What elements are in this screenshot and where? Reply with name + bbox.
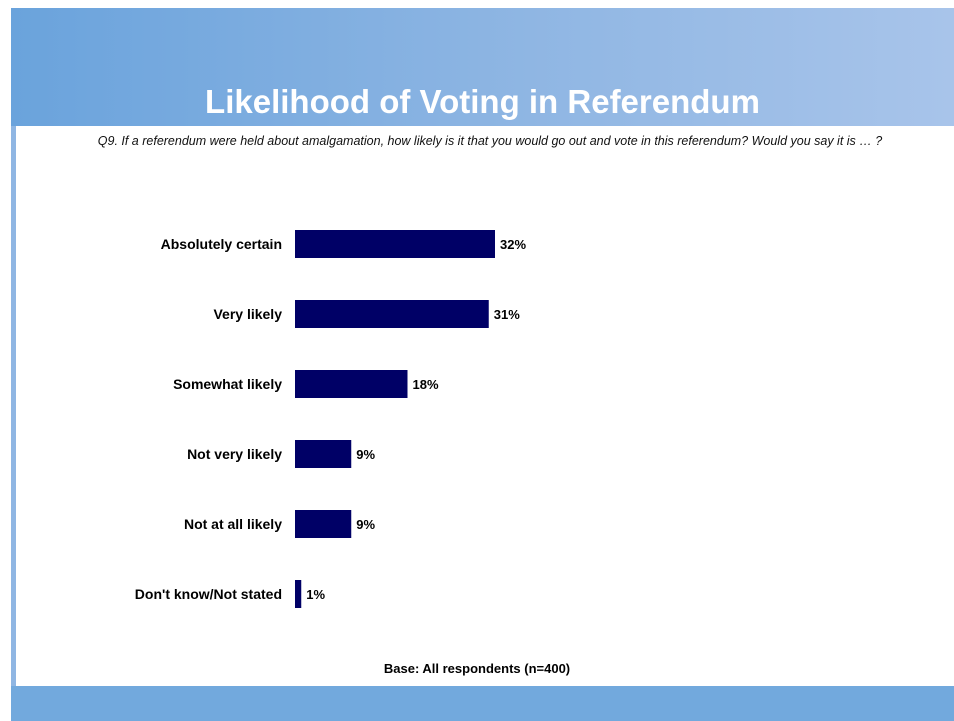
value-label: 9%: [356, 517, 375, 532]
value-label: 32%: [500, 237, 526, 252]
header-banner: Likelihood of Voting in Referendum: [11, 8, 954, 126]
footer-band: [11, 686, 954, 721]
category-label: Very likely: [213, 306, 282, 322]
category-label: Absolutely certain: [161, 236, 282, 252]
bar: [295, 230, 495, 258]
page-title: Likelihood of Voting in Referendum: [205, 83, 760, 120]
category-label: Not very likely: [187, 446, 282, 462]
category-label: Not at all likely: [184, 516, 282, 532]
value-label: 31%: [494, 307, 520, 322]
category-label: Don't know/Not stated: [135, 586, 282, 602]
bar-chart: Absolutely certain 32% Very likely 31% Somew…: [135, 230, 526, 608]
left-accent-bar: [11, 126, 16, 686]
bar: [295, 440, 352, 468]
survey-question: Q9. If a referendum were held about amal…: [97, 134, 883, 148]
value-label: 18%: [413, 377, 439, 392]
bar: [295, 370, 408, 398]
bar: [295, 300, 489, 328]
bar: [295, 580, 302, 608]
bar: [295, 510, 352, 538]
top-frame: [0, 0, 954, 8]
category-label: Somewhat likely: [173, 376, 282, 392]
value-label: 9%: [356, 447, 375, 462]
base-note: Base: All respondents (n=400): [383, 661, 571, 676]
value-label: 1%: [306, 587, 325, 602]
